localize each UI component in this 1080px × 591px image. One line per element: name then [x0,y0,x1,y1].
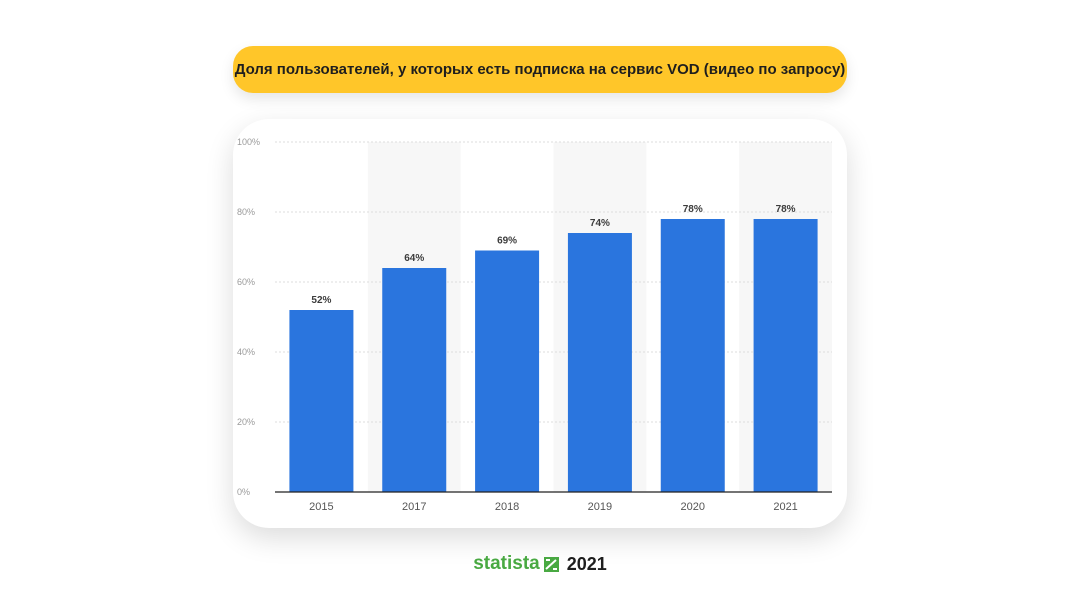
y-tick-label: 20% [237,417,255,427]
statista-logo-icon [543,556,559,572]
y-tick-label: 40% [237,347,255,357]
y-tick-label: 0% [237,487,250,497]
y-tick-label: 100% [237,137,260,147]
bar-chart: 0% 20% 40% 60% 80% 100% 52% 2015 64% 2017 69% 2018 7… [237,137,832,513]
x-tick-label: 2021 [773,501,797,513]
data-label: 78% [683,204,703,215]
x-tick-label: 2020 [681,501,705,513]
data-label: 78% [776,204,796,215]
data-label: 74% [590,218,610,229]
chart-title: Доля пользователей, у которых есть подпи… [234,61,846,78]
y-tick-label: 80% [237,207,255,217]
x-tick-label: 2015 [309,501,333,513]
chart-card: 0% 20% 40% 60% 80% 100% 52% 2015 64% 2017 69% 2018 7… [233,119,847,528]
footer: statista 2021 [0,551,1080,577]
data-label: 64% [404,253,424,264]
bar [475,250,540,492]
bar [660,219,725,492]
x-tick-label: 2019 [588,501,612,513]
y-tick-label: 60% [237,277,255,287]
footer-year: 2021 [566,553,607,574]
statista-logo: statista [473,553,559,575]
bar [382,268,447,492]
x-tick-label: 2017 [402,501,426,513]
data-label: 69% [497,236,517,247]
chart-title-banner: Доля пользователей, у которых есть подпи… [233,46,847,93]
brand-name: statista [473,553,540,574]
bar [567,233,632,492]
bar [753,219,818,492]
data-label: 52% [311,295,331,306]
bar [289,310,354,492]
x-tick-label: 2018 [495,501,519,513]
